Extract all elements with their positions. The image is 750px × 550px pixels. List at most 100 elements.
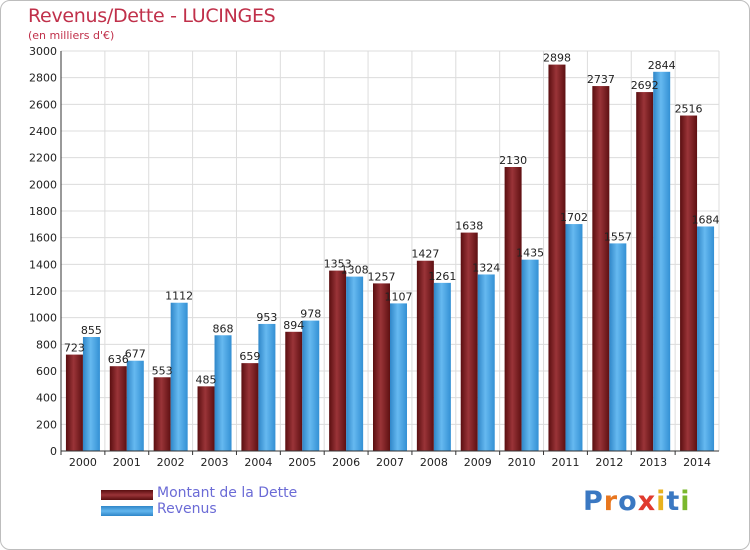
x-tick-label: 2003 xyxy=(201,456,229,469)
bar-revenus xyxy=(477,274,495,451)
data-label-revenus: 1702 xyxy=(560,211,588,224)
bar-dette xyxy=(285,331,303,451)
x-tick-label: 2002 xyxy=(157,456,185,469)
data-label-dette: 485 xyxy=(196,373,217,386)
x-tick-label: 2004 xyxy=(244,456,272,469)
bar-dette xyxy=(153,377,171,451)
data-label-revenus: 1308 xyxy=(341,264,369,277)
data-label-revenus: 1261 xyxy=(428,270,456,283)
logo-letter: P xyxy=(583,486,604,517)
logo-letter: r xyxy=(603,486,619,517)
bar-dette xyxy=(636,92,654,452)
data-label-dette: 1638 xyxy=(455,220,483,233)
data-label-revenus: 1112 xyxy=(165,290,193,303)
logo-letter: t xyxy=(666,486,681,517)
data-label-revenus: 953 xyxy=(256,311,277,324)
bar-revenus xyxy=(521,259,539,451)
data-label-dette: 636 xyxy=(108,353,129,366)
bar-dette xyxy=(65,354,83,451)
y-tick-label: 3000 xyxy=(29,45,57,58)
y-tick-label: 1600 xyxy=(29,232,57,245)
y-tick-label: 2800 xyxy=(29,72,57,85)
bar-revenus xyxy=(609,243,627,451)
data-label-dette: 553 xyxy=(152,364,173,377)
bar-revenus xyxy=(82,337,100,451)
data-label-dette: 723 xyxy=(64,342,85,355)
bars xyxy=(65,64,715,452)
y-tick-label: 600 xyxy=(36,365,57,378)
chart-subtitle: (en milliers d'€) xyxy=(28,29,115,42)
bar-dette xyxy=(109,366,127,451)
chart-title: Revenus/Dette - LUCINGES xyxy=(28,5,276,27)
y-tick-label: 0 xyxy=(50,445,57,458)
data-label-revenus: 868 xyxy=(213,322,234,335)
bar-dette xyxy=(197,386,215,451)
x-tick-label: 2010 xyxy=(508,456,536,469)
x-tick-label: 2001 xyxy=(113,456,141,469)
logo-letter: x xyxy=(637,486,657,517)
bar-revenus xyxy=(565,224,583,451)
bar-dette xyxy=(241,363,259,451)
y-tick-label: 800 xyxy=(36,338,57,351)
bar-dette xyxy=(548,64,566,451)
legend-label-revenus: Revenus xyxy=(157,501,217,517)
data-label-dette: 2516 xyxy=(675,103,703,116)
data-label-dette: 2898 xyxy=(543,52,571,65)
x-tick-label: 2009 xyxy=(464,456,492,469)
logo-letter: o xyxy=(618,486,638,517)
data-label-revenus: 1557 xyxy=(604,230,632,243)
data-label-revenus: 1324 xyxy=(472,261,500,274)
bar-revenus xyxy=(433,282,451,451)
data-label-dette: 1257 xyxy=(368,270,396,283)
x-tick-label: 2012 xyxy=(595,456,623,469)
data-label-revenus: 978 xyxy=(300,308,321,321)
bar-dette xyxy=(504,167,522,451)
y-tick-label: 2000 xyxy=(29,178,57,191)
legend-swatch-revenus xyxy=(101,506,153,516)
x-tick-label: 2005 xyxy=(288,456,316,469)
axes: 0 200 400 600 800 1000 1200 1400 1600 1800 2000 220… xyxy=(29,45,719,469)
x-tick-label: 2007 xyxy=(376,456,404,469)
legend-swatch-dette xyxy=(101,490,153,500)
y-tick-label: 200 xyxy=(36,418,57,431)
data-label-revenus: 1107 xyxy=(385,290,413,303)
proxiti-logo: Proxiti xyxy=(583,486,691,517)
x-tick-label: 2011 xyxy=(551,456,579,469)
data-label-dette: 894 xyxy=(283,319,304,332)
bar-dette xyxy=(416,260,434,451)
data-label-revenus: 677 xyxy=(125,348,146,361)
data-label-dette: 2737 xyxy=(587,73,615,86)
data-label-dette: 1427 xyxy=(411,248,439,261)
x-tick-label: 2000 xyxy=(69,456,97,469)
logo-letter: i xyxy=(680,486,691,517)
y-tick-label: 1800 xyxy=(29,205,57,218)
legend-label-dette: Montant de la Dette xyxy=(157,485,298,501)
bar-dette xyxy=(329,270,347,451)
data-label-revenus: 855 xyxy=(81,324,102,337)
data-label-dette: 659 xyxy=(239,350,260,363)
data-label-dette: 2692 xyxy=(631,79,659,92)
y-tick-label: 2600 xyxy=(29,98,57,111)
bar-revenus xyxy=(346,276,364,451)
bar-revenus xyxy=(653,71,671,452)
data-label-revenus: 2844 xyxy=(648,59,676,72)
x-tick-label: 2008 xyxy=(420,456,448,469)
y-tick-label: 1200 xyxy=(29,285,57,298)
bar-dette xyxy=(680,115,698,452)
bar-revenus xyxy=(126,360,144,451)
bar-revenus xyxy=(302,320,320,451)
data-label-dette: 2130 xyxy=(499,154,527,167)
y-tick-label: 1400 xyxy=(29,258,57,271)
x-tick-label: 2014 xyxy=(683,456,711,469)
y-tick-label: 1000 xyxy=(29,312,57,325)
y-tick-label: 2200 xyxy=(29,152,57,165)
data-label-revenus: 1435 xyxy=(516,247,544,260)
bar-revenus xyxy=(258,323,276,451)
bar-dette xyxy=(460,232,478,451)
bar-revenus xyxy=(697,226,715,451)
y-tick-label: 400 xyxy=(36,392,57,405)
bar-revenus xyxy=(214,335,232,451)
